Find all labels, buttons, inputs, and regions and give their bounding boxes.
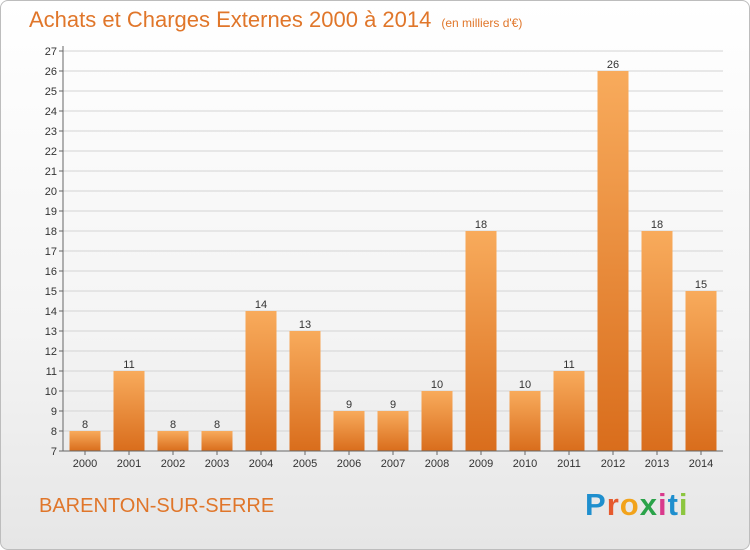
y-tick-label: 14	[45, 306, 57, 318]
bar-2008	[421, 391, 453, 451]
x-tick-label: 2002	[161, 458, 185, 470]
y-tick-label: 13	[45, 326, 57, 338]
x-tick-label: 2006	[337, 458, 361, 470]
y-tick-label: 23	[45, 126, 57, 138]
bar-value-label: 15	[695, 279, 707, 291]
y-tick-label: 25	[45, 86, 57, 98]
x-tick-label: 2005	[293, 458, 317, 470]
bar-value-label: 10	[519, 379, 531, 391]
bar-value-label: 14	[255, 299, 267, 311]
bar-2014	[685, 291, 717, 451]
bar-value-label: 13	[299, 319, 311, 331]
bar-2013	[641, 231, 673, 451]
y-tick-label: 12	[45, 346, 57, 358]
x-tick-label: 2013	[645, 458, 669, 470]
y-axis-ticks: 7 8 9 10 11 12 13 14 15 16 17 18 19 20 21 22 23 24 25 26 27	[45, 46, 63, 458]
bar-2006	[333, 411, 365, 451]
bar-2004	[245, 311, 277, 451]
logo-letter: i	[657, 487, 668, 522]
x-tick-label: 2014	[689, 458, 713, 470]
bar-2005	[289, 331, 321, 451]
logo-letter: t	[667, 487, 679, 522]
bar-value-label: 11	[563, 359, 574, 371]
bar-2001	[113, 371, 145, 451]
y-tick-label: 21	[45, 166, 57, 178]
chart-title-text: Achats et Charges Externes 2000 à 2014	[29, 7, 432, 32]
bar-2009	[465, 231, 497, 451]
bar-value-labels: 8 11 8 8 14 13 9 9 10 18 10 11 26 18 15	[82, 59, 707, 431]
logo-letter: P	[585, 487, 607, 522]
proxiti-logo: Proxiti	[585, 487, 689, 523]
bar-2003	[201, 431, 233, 451]
x-tick-label: 2004	[249, 458, 273, 470]
logo-letter: o	[619, 487, 640, 522]
commune-name: BARENTON-SUR-SERRE	[39, 495, 275, 517]
x-tick-label: 2012	[601, 458, 625, 470]
y-tick-label: 20	[45, 186, 57, 198]
bar-value-label: 8	[214, 419, 220, 431]
x-tick-label: 2009	[469, 458, 493, 470]
bar-value-label: 11	[123, 359, 134, 371]
bar-value-label: 8	[170, 419, 176, 431]
x-tick-label: 2010	[513, 458, 537, 470]
bar-value-label: 8	[82, 419, 88, 431]
logo-letter: r	[606, 487, 620, 522]
x-tick-label: 2000	[73, 458, 97, 470]
x-tick-label: 2001	[117, 458, 141, 470]
bar-2007	[377, 411, 409, 451]
y-tick-label: 9	[51, 406, 57, 418]
y-tick-label: 18	[45, 226, 57, 238]
y-tick-label: 24	[45, 106, 57, 118]
x-tick-label: 2007	[381, 458, 405, 470]
bars	[69, 71, 717, 451]
chart-unit: (en milliers d'€)	[441, 16, 523, 30]
axes	[62, 46, 723, 452]
y-tick-label: 10	[45, 386, 57, 398]
y-tick-label: 19	[45, 206, 57, 218]
bar-2012	[597, 71, 629, 451]
x-axis-ticks: 2000 2001 2002 2003 2004 2005 2006 2007 2008 2009…	[73, 451, 713, 470]
logo-letter: i	[678, 487, 689, 522]
bar-value-label: 9	[346, 399, 352, 411]
bar-2010	[509, 391, 541, 451]
y-tick-label: 27	[45, 46, 57, 58]
bar-2002	[157, 431, 189, 451]
bar-value-label: 18	[475, 219, 487, 231]
bar-2011	[553, 371, 585, 451]
y-tick-label: 11	[46, 366, 57, 378]
x-tick-label: 2011	[557, 458, 581, 470]
y-tick-label: 15	[45, 286, 57, 298]
y-tick-label: 22	[45, 146, 57, 158]
bar-value-label: 10	[431, 379, 443, 391]
bar-value-label: 18	[651, 219, 663, 231]
x-tick-label: 2003	[205, 458, 229, 470]
y-tick-label: 26	[45, 66, 57, 78]
y-tick-label: 7	[51, 446, 57, 458]
bar-value-label: 26	[607, 59, 619, 71]
bar-2000	[69, 431, 101, 451]
y-tick-label: 17	[45, 246, 57, 258]
y-tick-label: 16	[45, 266, 57, 278]
y-tick-label: 8	[51, 426, 57, 438]
logo-letter: x	[639, 487, 658, 522]
x-tick-label: 2008	[425, 458, 449, 470]
chart-title: Achats et Charges Externes 2000 à 2014 (e…	[29, 7, 522, 33]
bar-value-label: 9	[390, 399, 396, 411]
